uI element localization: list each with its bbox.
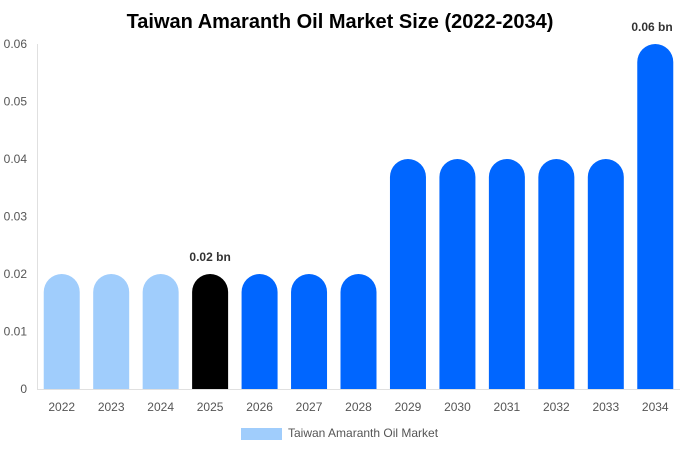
x-tick-label: 2022 [48,400,75,414]
y-tick-label: 0.01 [4,325,28,339]
y-tick-label: 0.06 [4,37,28,51]
y-tick-label: 0.03 [4,210,28,224]
y-tick-label: 0.05 [4,95,28,109]
bar-2034 [637,44,674,389]
x-tick-label: 2025 [197,400,224,414]
x-tick-label: 2026 [246,400,273,414]
bar-2026 [241,274,278,389]
bar-2027 [291,274,328,389]
x-tick-label: 2023 [98,400,125,414]
bar-2022 [43,274,80,389]
x-tick-label: 2024 [147,400,174,414]
y-tick-label: 0.04 [4,152,28,166]
x-tick-label: 2030 [444,400,471,414]
data-label: 0.06 bn [631,20,672,34]
bar-2029 [389,159,426,389]
legend-label: Taiwan Amaranth Oil Market [288,426,439,440]
bar-2025 [192,274,229,389]
bar-2032 [538,159,575,389]
x-tick-label: 2033 [592,400,619,414]
x-tick-label: 2032 [543,400,570,414]
y-tick-label: 0 [20,382,27,396]
x-tick-label: 2027 [296,400,323,414]
bar-2024 [142,274,179,389]
x-tick-label: 2031 [494,400,521,414]
x-tick-label: 2034 [642,400,669,414]
data-label: 0.02 bn [189,250,230,264]
bar-2028 [340,274,377,389]
bar-2030 [439,159,476,389]
legend-swatch [241,428,282,440]
bar-2031 [488,158,525,389]
bar-2033 [587,159,624,389]
x-tick-label: 2029 [395,400,422,414]
bar-2023 [93,274,130,389]
x-tick-label: 2028 [345,400,372,414]
chart-title: Taiwan Amaranth Oil Market Size (2022-20… [127,11,554,33]
y-tick-label: 0.02 [4,267,28,281]
